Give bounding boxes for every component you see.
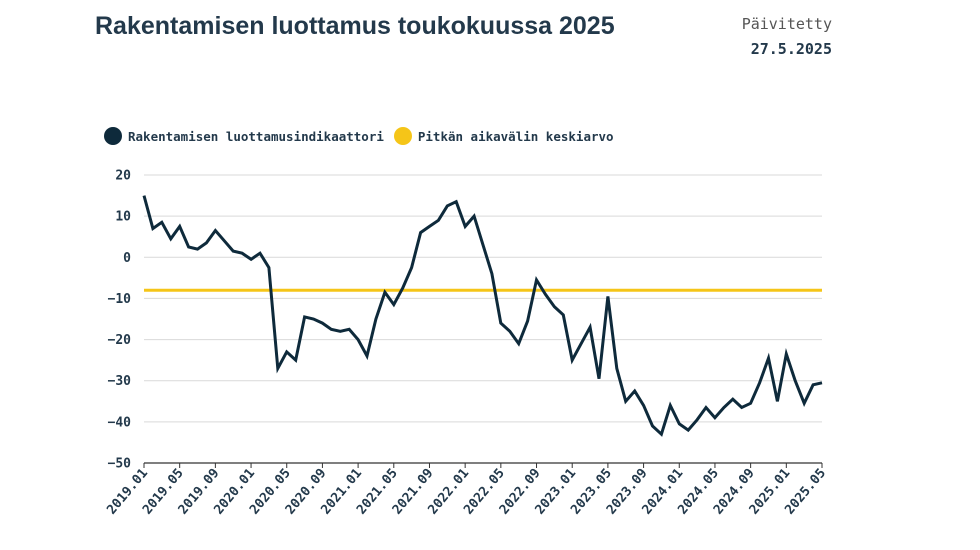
y-tick-label: 0 (123, 251, 131, 266)
updated-label: Päivitetty (741, 15, 832, 33)
y-tick-label: −40 (108, 415, 132, 430)
series-line-indicator (142, 195, 823, 437)
legend-item-indicator[interactable]: Rakentamisen luottamusindikaattori (104, 127, 384, 145)
y-tick-label: −50 (108, 457, 132, 472)
y-tick-label: −10 (108, 292, 132, 307)
y-tick-label: 20 (115, 169, 131, 184)
legend-label-indicator: Rakentamisen luottamusindikaattori (128, 128, 384, 144)
y-tick-label: −30 (108, 374, 132, 389)
chart-legend: Rakentamisen luottamusindikaattori Pitkä… (104, 127, 614, 145)
legend-swatch-average (393, 127, 412, 145)
chart-title: Rakentamisen luottamus toukokuussa 2025 (95, 12, 615, 40)
legend-label-average: Pitkän aikavälin keskiarvo (417, 128, 614, 144)
updated-date: 27.5.2025 (750, 40, 832, 58)
y-tick-label: 10 (115, 210, 131, 225)
updated-info: Päivitetty 27.5.2025 (742, 12, 832, 62)
legend-swatch-indicator (104, 127, 122, 145)
legend-item-average[interactable]: Pitkän aikavälin keskiarvo (393, 127, 614, 145)
y-tick-label: −20 (108, 333, 132, 348)
